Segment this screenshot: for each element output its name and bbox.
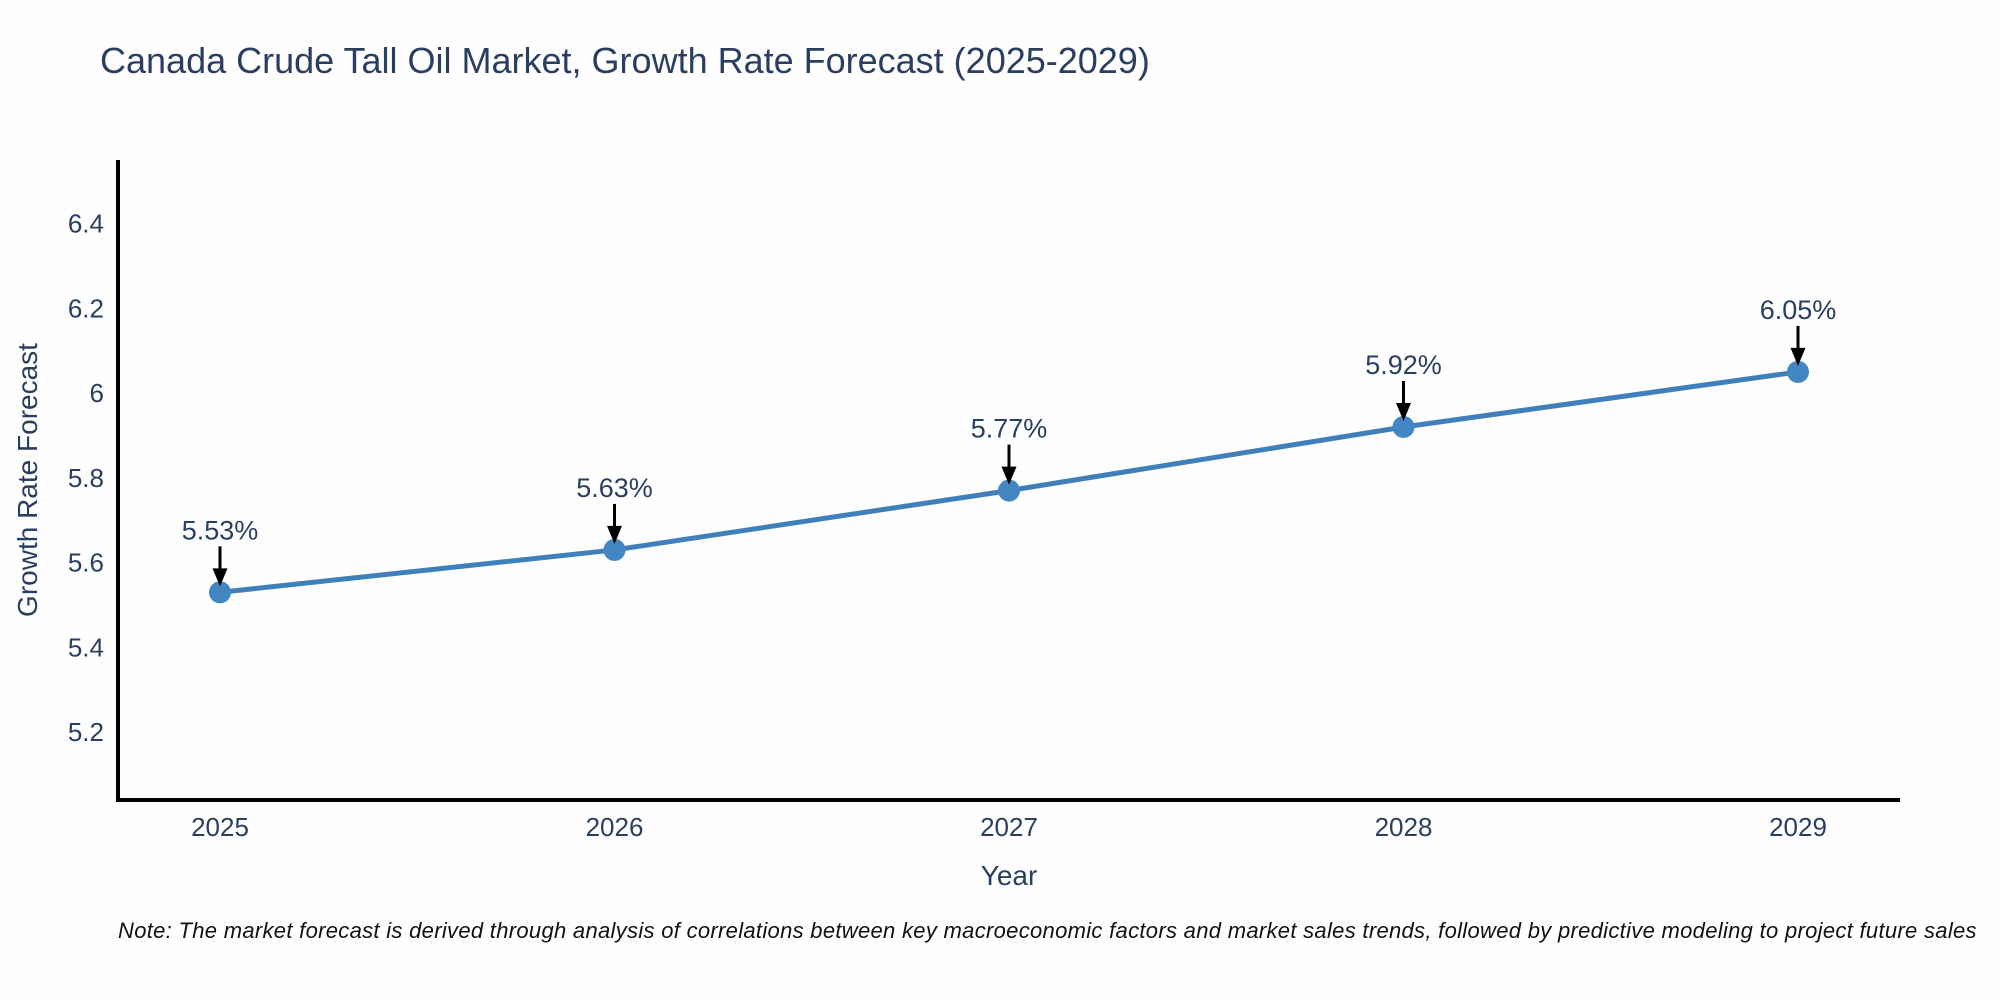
x-tick-label: 2025 [191,812,249,842]
x-axis-title: Year [980,860,1038,891]
x-tick-label: 2027 [980,812,1038,842]
annotation-arrowhead-icon [1396,403,1411,422]
point-value-label: 5.92% [1365,350,1442,380]
annotation-arrowhead-icon [1001,466,1017,485]
axis-lines [116,160,1900,802]
annotation-arrowhead-icon [607,525,622,544]
data-point-2028 [1392,416,1415,439]
data-point-2027 [998,479,1020,502]
y-tick-label: 5.2 [68,717,104,747]
data-point-2026 [603,538,626,561]
annotation-arrowhead-icon [212,568,228,587]
y-tick-label: 6.2 [68,293,104,323]
y-tick-label: 5.4 [68,632,104,662]
x-tick-label: 2029 [1769,812,1827,842]
point-value-label: 5.53% [182,515,259,545]
data-point-2029 [1787,360,1809,383]
chart-title: Canada Crude Tall Oil Market, Growth Rat… [100,40,1150,81]
x-tick-label: 2028 [1375,812,1433,842]
footnote: Note: The market forecast is derived thr… [118,918,1977,943]
x-tick-label: 2026 [586,812,644,842]
y-tick-label: 5.8 [68,463,104,493]
data-point-2025 [209,581,231,604]
y-tick-label: 6 [90,378,104,408]
y-tick-label: 5.6 [68,548,104,578]
annotation-arrowhead-icon [1790,347,1806,366]
point-value-label: 5.63% [576,473,653,503]
point-value-label: 6.05% [1760,295,1837,325]
y-tick-label: 6.4 [68,209,104,239]
point-value-label: 5.77% [971,414,1048,444]
